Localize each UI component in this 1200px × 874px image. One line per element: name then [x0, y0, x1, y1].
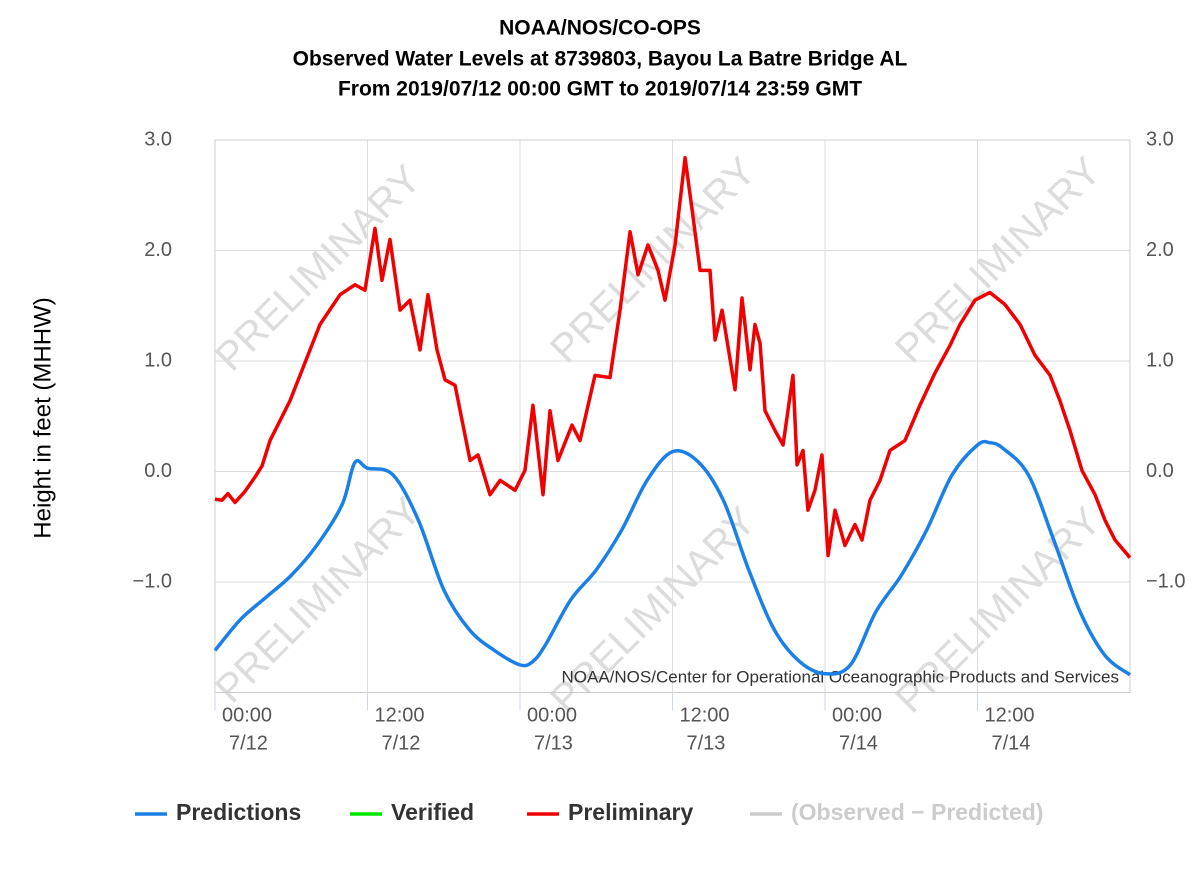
- watermark: PRELIMINARY: [207, 157, 429, 379]
- watermark: PRELIMINARY: [887, 149, 1109, 371]
- y-tick-label: 3.0: [144, 128, 172, 150]
- chart-title: From 2019/07/12 00:00 GMT to 2019/07/14 …: [338, 78, 862, 101]
- legend-label: Verified: [391, 799, 474, 825]
- x-tick-label: 12:00: [680, 704, 730, 726]
- y-tick-label: 0.0: [144, 460, 172, 482]
- y-tick-label: 2.0: [144, 239, 172, 261]
- x-tick-label: 7/13: [687, 732, 726, 754]
- x-tick-label: 00:00: [222, 704, 272, 726]
- y2-tick-label: 2.0: [1146, 239, 1174, 261]
- watermark: PRELIMINARY: [887, 499, 1109, 721]
- y2-tick-label: 0.0: [1146, 460, 1174, 482]
- legend-label: (Observed − Predicted): [791, 799, 1043, 825]
- x-tick-label: 7/12: [229, 732, 268, 754]
- chart-title: NOAA/NOS/CO-OPS: [499, 17, 701, 40]
- x-tick-label: 7/13: [534, 732, 573, 754]
- data-line: [213, 439, 1132, 677]
- x-tick-label: 00:00: [832, 704, 882, 726]
- y2-tick-label: 3.0: [1146, 128, 1174, 150]
- x-tick-label: 7/12: [382, 732, 421, 754]
- x-tick-label: 7/14: [839, 732, 878, 754]
- chart-title: Observed Water Levels at 8739803, Bayou …: [293, 48, 908, 71]
- legend-label: Preliminary: [568, 799, 693, 825]
- x-tick-label: 7/14: [992, 732, 1031, 754]
- x-tick-label: 12:00: [375, 704, 425, 726]
- y-tick-label: −1.0: [133, 570, 172, 592]
- watermark: PRELIMINARY: [542, 499, 764, 721]
- x-tick-label: 00:00: [527, 704, 577, 726]
- x-tick-label: 12:00: [985, 704, 1035, 726]
- y-tick-label: 1.0: [144, 349, 172, 371]
- credit: NOAA/NOS/Center for Operational Oceanogr…: [562, 667, 1120, 686]
- watermark: PRELIMINARY: [207, 489, 429, 711]
- y2-tick-label: −1.0: [1146, 570, 1185, 592]
- y-axis-label: Height in feet (MHHW): [29, 297, 56, 538]
- legend-label: Predictions: [176, 799, 301, 825]
- data-line: [214, 155, 1132, 559]
- y2-tick-label: 1.0: [1146, 349, 1174, 371]
